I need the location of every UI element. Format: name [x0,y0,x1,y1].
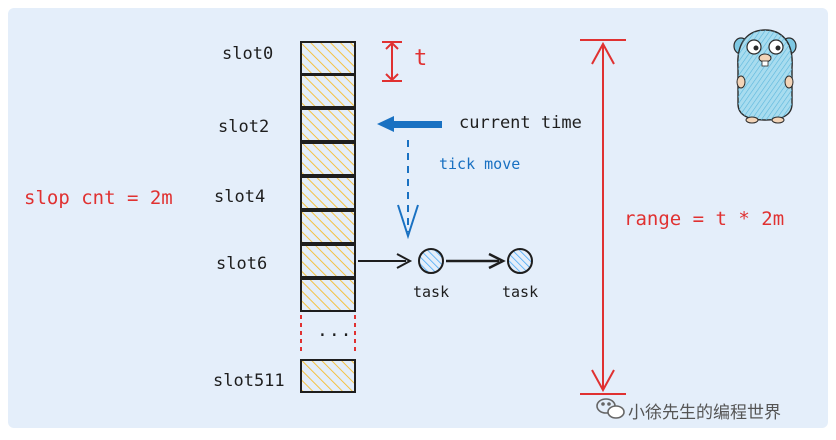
current-time-label: current time [459,113,582,133]
slot-cell-last [300,359,356,393]
tick-move-arrow [397,140,419,240]
task-label: task [413,283,450,301]
slot-count-label: slop cnt = 2m [24,187,173,209]
slot-label-4: slot4 [214,187,266,207]
slot-cell [300,278,356,312]
slot-cell [300,176,356,210]
slot-cell [300,108,356,142]
slot-label-2: slot2 [218,117,270,137]
task-chain [358,248,533,274]
slot-cell [300,74,356,108]
slot-column [300,41,356,393]
task-node [418,248,444,274]
slot-cell [300,210,356,244]
wechat-icon [596,398,625,419]
slot-label-6: slot6 [216,254,268,274]
diagram-background [8,8,828,428]
tick-move-label: tick move [439,155,521,173]
gopher-icon [733,29,797,124]
slot-label-0: slot0 [222,44,274,64]
watermark-text: 小徐先生的编程世界 [628,403,781,423]
slot-label-511: slot511 [213,371,285,391]
slot-ellipsis: ... [317,320,353,341]
current-time-pointer [377,116,442,132]
task-node [507,248,533,274]
tick-unit-marker [382,41,402,82]
range-arrow [580,39,626,395]
range-label: range = t * 2m [624,208,785,230]
task-label: task [502,283,539,301]
slot-cell [300,41,356,75]
slot-cell [300,244,356,278]
slot-cell [300,142,356,176]
tick-unit-label: t [414,46,428,71]
